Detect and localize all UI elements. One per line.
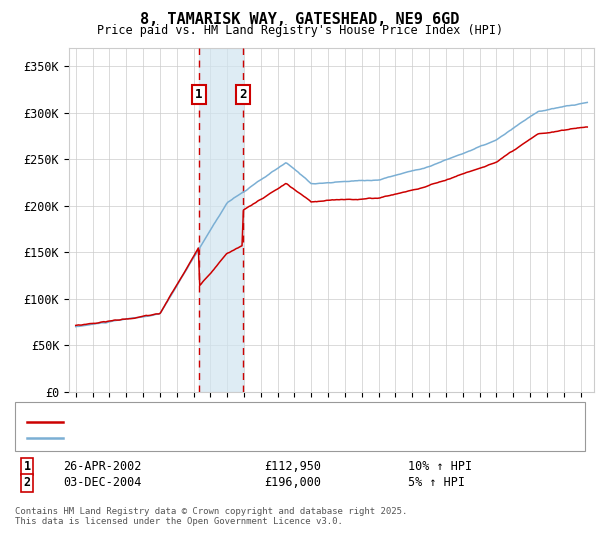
Text: Contains HM Land Registry data © Crown copyright and database right 2025.
This d: Contains HM Land Registry data © Crown c… bbox=[15, 507, 407, 526]
Bar bbox=[199, 48, 242, 392]
Text: 8, TAMARISK WAY, GATESHEAD, NE9 6GD (detached house): 8, TAMARISK WAY, GATESHEAD, NE9 6GD (det… bbox=[69, 417, 407, 427]
Text: HPI: Average price, detached house, Gateshead: HPI: Average price, detached house, Gate… bbox=[69, 433, 361, 443]
Text: 1: 1 bbox=[23, 460, 31, 473]
Text: 26-APR-2002: 26-APR-2002 bbox=[63, 460, 142, 473]
Text: 10% ↑ HPI: 10% ↑ HPI bbox=[408, 460, 472, 473]
Text: Price paid vs. HM Land Registry's House Price Index (HPI): Price paid vs. HM Land Registry's House … bbox=[97, 24, 503, 37]
Text: 2: 2 bbox=[239, 88, 247, 101]
Text: 2: 2 bbox=[23, 476, 31, 489]
Text: £112,950: £112,950 bbox=[264, 460, 321, 473]
Text: £196,000: £196,000 bbox=[264, 476, 321, 489]
Text: 03-DEC-2004: 03-DEC-2004 bbox=[63, 476, 142, 489]
Text: 1: 1 bbox=[195, 88, 203, 101]
Text: 8, TAMARISK WAY, GATESHEAD, NE9 6GD: 8, TAMARISK WAY, GATESHEAD, NE9 6GD bbox=[140, 12, 460, 27]
Text: 5% ↑ HPI: 5% ↑ HPI bbox=[408, 476, 465, 489]
